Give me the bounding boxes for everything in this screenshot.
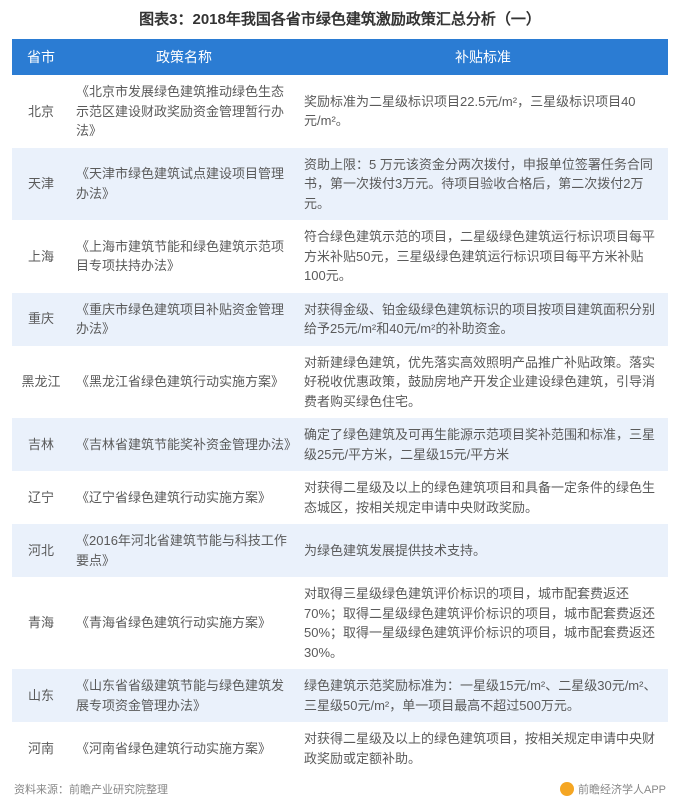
footer-source: 资料来源：前瞻产业研究院整理 xyxy=(14,781,168,797)
cell-policy: 《黑龙江省绿色建筑行动实施方案》 xyxy=(70,346,298,419)
table-row: 上海《上海市建筑节能和绿色建筑示范项目专项扶持办法》符合绿色建筑示范的项目，二星… xyxy=(12,220,668,293)
cell-province: 辽宁 xyxy=(12,471,70,524)
cell-policy: 《北京市发展绿色建筑推动绿色生态示范区建设财政奖励资金管理暂行办法》 xyxy=(70,75,298,148)
cell-province: 重庆 xyxy=(12,293,70,346)
cell-standard: 对获得金级、铂金级绿色建筑标识的项目按项目建筑面积分别给予25元/m²和40元/… xyxy=(298,293,668,346)
cell-policy: 《2016年河北省建筑节能与科技工作要点》 xyxy=(70,524,298,577)
cell-province: 吉林 xyxy=(12,418,70,471)
table-row: 吉林《吉林省建筑节能奖补资金管理办法》确定了绿色建筑及可再生能源示范项目奖补范围… xyxy=(12,418,668,471)
footer-app: 前瞻经济学人APP xyxy=(578,781,666,797)
footer: 资料来源：前瞻产业研究院整理 前瞻经济学人APP xyxy=(12,781,668,797)
col-header-standard: 补贴标准 xyxy=(298,39,668,75)
cell-standard: 确定了绿色建筑及可再生能源示范项目奖补范围和标准，三星级25元/平方米，二星级1… xyxy=(298,418,668,471)
col-header-policy: 政策名称 xyxy=(70,39,298,75)
cell-policy: 《河南省绿色建筑行动实施方案》 xyxy=(70,722,298,775)
table-header-row: 省市 政策名称 补贴标准 xyxy=(12,39,668,75)
table-container: 图表3：2018年我国各省市绿色建筑激励政策汇总分析（一） 省市 政策名称 补贴… xyxy=(0,0,680,801)
cell-standard: 对取得三星级绿色建筑评价标识的项目，城市配套费返还70%；取得二星级绿色建筑评价… xyxy=(298,577,668,669)
table-row: 天津《天津市绿色建筑试点建设项目管理办法》资助上限：5 万元该资金分两次拨付，申… xyxy=(12,148,668,221)
cell-province: 河北 xyxy=(12,524,70,577)
cell-standard: 对获得二星级及以上的绿色建筑项目，按相关规定申请中央财政奖励或定额补助。 xyxy=(298,722,668,775)
cell-policy: 《吉林省建筑节能奖补资金管理办法》 xyxy=(70,418,298,471)
cell-standard: 奖励标准为二星级标识项目22.5元/m²，三星级标识项目40元/m²。 xyxy=(298,75,668,148)
table-row: 重庆《重庆市绿色建筑项目补贴资金管理办法》对获得金级、铂金级绿色建筑标识的项目按… xyxy=(12,293,668,346)
cell-standard: 为绿色建筑发展提供技术支持。 xyxy=(298,524,668,577)
cell-standard: 对新建绿色建筑，优先落实高效照明产品推广补贴政策。落实好税收优惠政策，鼓励房地产… xyxy=(298,346,668,419)
table-row: 北京《北京市发展绿色建筑推动绿色生态示范区建设财政奖励资金管理暂行办法》奖励标准… xyxy=(12,75,668,148)
footer-right: 前瞻经济学人APP xyxy=(560,781,666,797)
policy-table: 省市 政策名称 补贴标准 北京《北京市发展绿色建筑推动绿色生态示范区建设财政奖励… xyxy=(12,39,668,775)
cell-policy: 《山东省省级建筑节能与绿色建筑发展专项资金管理办法》 xyxy=(70,669,298,722)
table-row: 河南《河南省绿色建筑行动实施方案》对获得二星级及以上的绿色建筑项目，按相关规定申… xyxy=(12,722,668,775)
logo-icon xyxy=(560,782,574,796)
table-row: 河北《2016年河北省建筑节能与科技工作要点》为绿色建筑发展提供技术支持。 xyxy=(12,524,668,577)
cell-standard: 资助上限：5 万元该资金分两次拨付，申报单位签署任务合同书，第一次拨付3万元。待… xyxy=(298,148,668,221)
cell-province: 天津 xyxy=(12,148,70,221)
cell-policy: 《青海省绿色建筑行动实施方案》 xyxy=(70,577,298,669)
cell-standard: 符合绿色建筑示范的项目，二星级绿色建筑运行标识项目每平方米补贴50元，三星级绿色… xyxy=(298,220,668,293)
cell-province: 山东 xyxy=(12,669,70,722)
table-row: 山东《山东省省级建筑节能与绿色建筑发展专项资金管理办法》绿色建筑示范奖励标准为：… xyxy=(12,669,668,722)
col-header-province: 省市 xyxy=(12,39,70,75)
cell-policy: 《重庆市绿色建筑项目补贴资金管理办法》 xyxy=(70,293,298,346)
cell-province: 黑龙江 xyxy=(12,346,70,419)
cell-province: 青海 xyxy=(12,577,70,669)
cell-policy: 《上海市建筑节能和绿色建筑示范项目专项扶持办法》 xyxy=(70,220,298,293)
cell-standard: 绿色建筑示范奖励标准为：一星级15元/m²、二星级30元/m²、三星级50元/m… xyxy=(298,669,668,722)
table-row: 黑龙江《黑龙江省绿色建筑行动实施方案》对新建绿色建筑，优先落实高效照明产品推广补… xyxy=(12,346,668,419)
table-row: 辽宁《辽宁省绿色建筑行动实施方案》对获得二星级及以上的绿色建筑项目和具备一定条件… xyxy=(12,471,668,524)
cell-policy: 《辽宁省绿色建筑行动实施方案》 xyxy=(70,471,298,524)
chart-title: 图表3：2018年我国各省市绿色建筑激励政策汇总分析（一） xyxy=(12,8,668,29)
cell-province: 上海 xyxy=(12,220,70,293)
cell-policy: 《天津市绿色建筑试点建设项目管理办法》 xyxy=(70,148,298,221)
table-body: 北京《北京市发展绿色建筑推动绿色生态示范区建设财政奖励资金管理暂行办法》奖励标准… xyxy=(12,75,668,775)
cell-province: 北京 xyxy=(12,75,70,148)
cell-province: 河南 xyxy=(12,722,70,775)
cell-standard: 对获得二星级及以上的绿色建筑项目和具备一定条件的绿色生态城区，按相关规定申请中央… xyxy=(298,471,668,524)
table-row: 青海《青海省绿色建筑行动实施方案》对取得三星级绿色建筑评价标识的项目，城市配套费… xyxy=(12,577,668,669)
